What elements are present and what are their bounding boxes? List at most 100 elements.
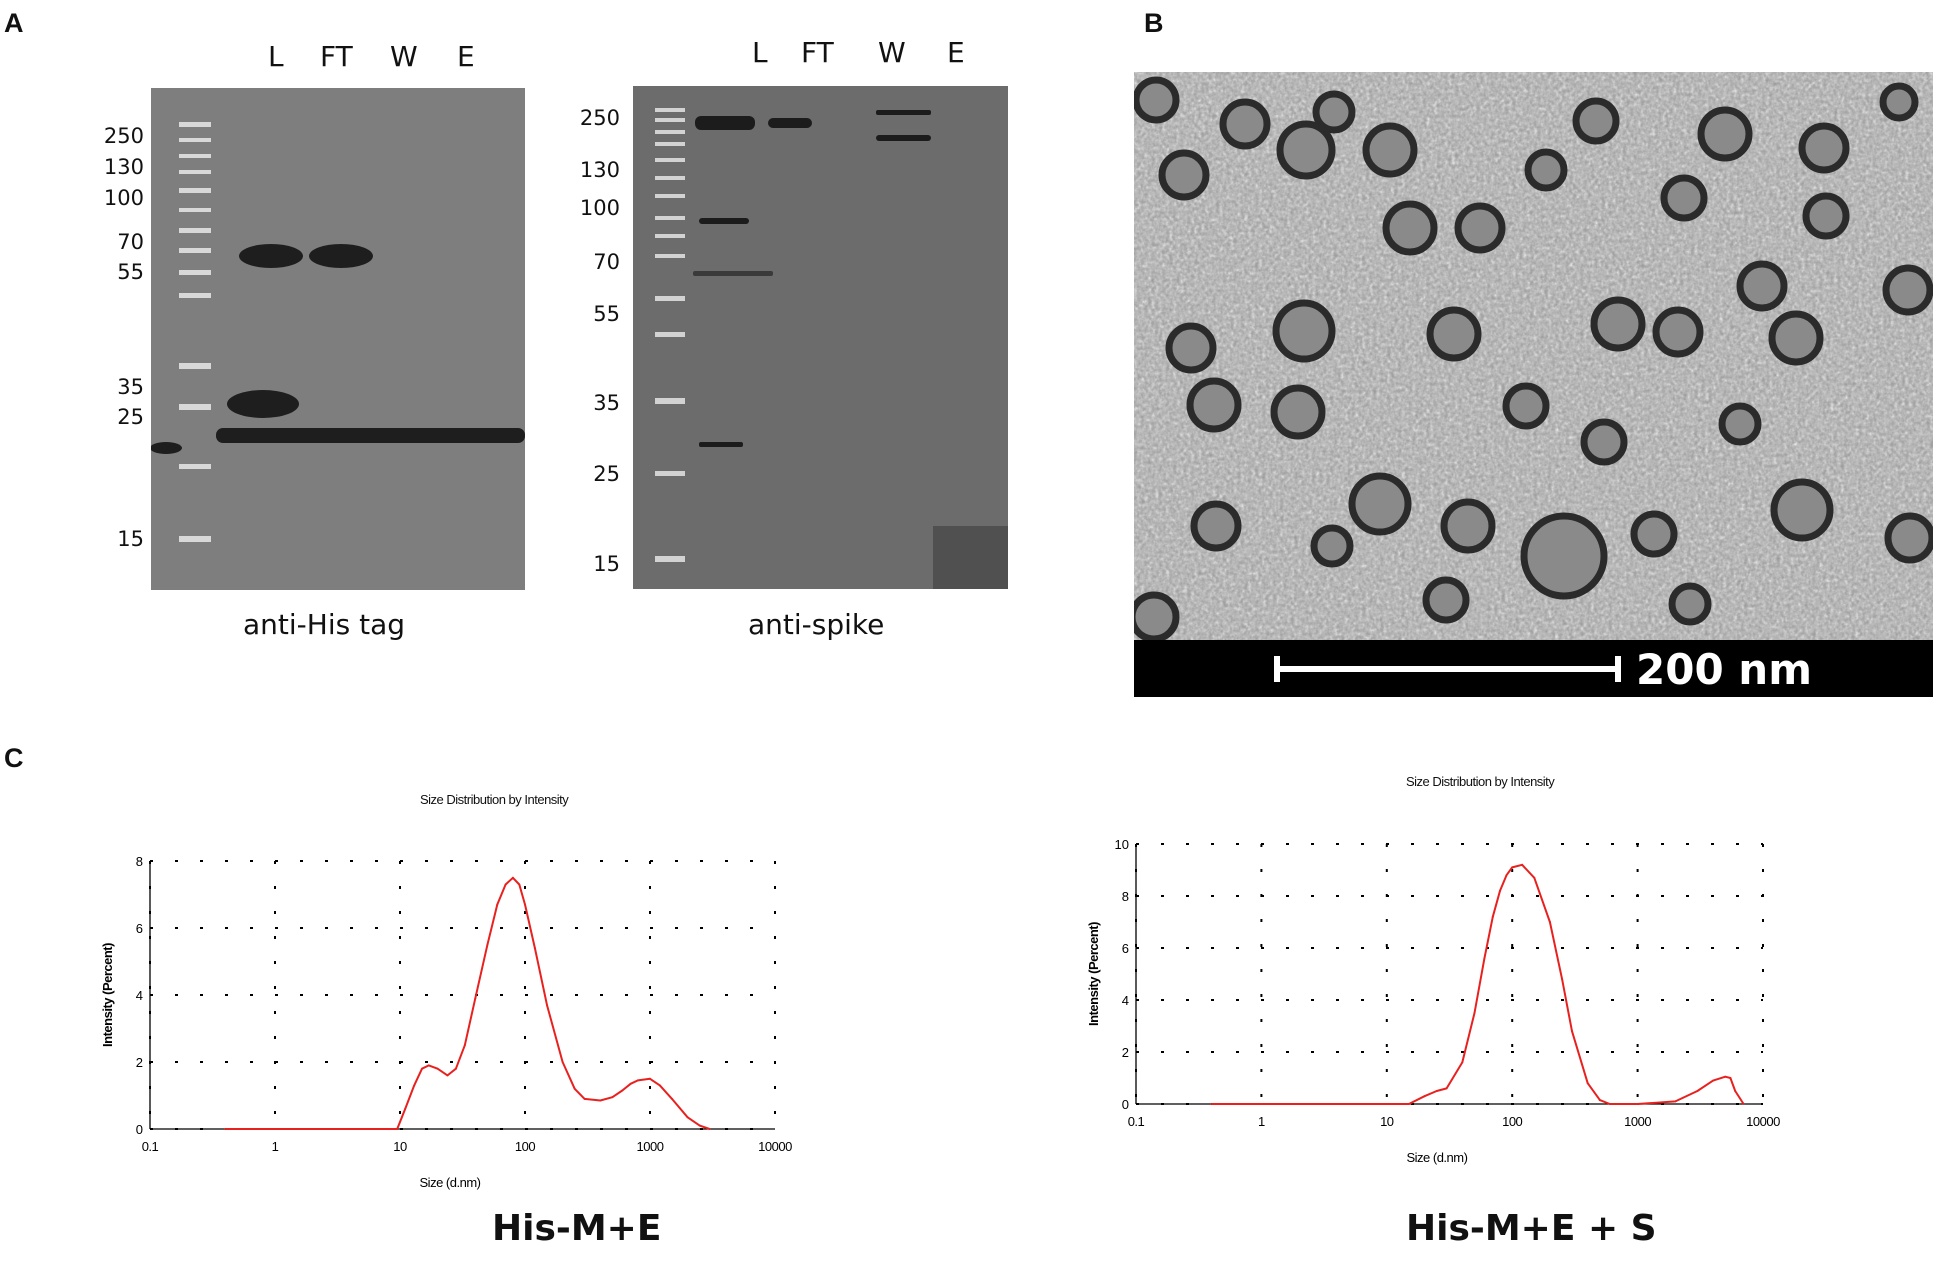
data-point xyxy=(629,1082,632,1085)
data-point xyxy=(1320,1103,1323,1105)
blot-anti-spike-image xyxy=(633,86,1008,589)
data-point xyxy=(1491,915,1494,918)
mw-marker: 35 xyxy=(593,391,620,415)
x-tick-label: 10 xyxy=(393,1139,407,1154)
data-point xyxy=(436,1067,439,1070)
chart-caption: His-M+E xyxy=(492,1208,662,1249)
mw-marker: 15 xyxy=(593,552,620,576)
lane-label: W xyxy=(878,36,906,69)
data-point xyxy=(1210,1103,1213,1105)
x-tick-label: 1 xyxy=(272,1139,279,1154)
mw-marker: 70 xyxy=(117,230,144,254)
data-point xyxy=(1240,1103,1243,1105)
data-point xyxy=(1348,1103,1351,1105)
data-point xyxy=(1511,866,1514,869)
data-point xyxy=(1385,1103,1388,1105)
blot-anti-spike: L FT W E 250 130 100 70 55 35 25 15 xyxy=(560,0,1020,660)
tem-micrograph: 200 nm xyxy=(1128,72,1936,697)
lane-label: E xyxy=(457,40,475,73)
data-point xyxy=(1548,921,1551,923)
mw-marker: 100 xyxy=(579,196,620,220)
x-axis-label: Size (d.nm) xyxy=(420,1175,481,1190)
data-point xyxy=(1521,863,1524,866)
lane-label: E xyxy=(947,36,965,69)
panel-letter-a: A xyxy=(4,8,24,38)
data-point xyxy=(396,1128,399,1130)
data-point xyxy=(1724,1075,1727,1078)
mw-marker: 15 xyxy=(117,527,144,551)
x-tick-label: 10000 xyxy=(758,1139,792,1154)
y-tick-label: 4 xyxy=(1122,993,1129,1008)
vesicles xyxy=(1128,76,1936,643)
x-tick-label: 10000 xyxy=(1746,1114,1780,1129)
data-point xyxy=(1729,1077,1732,1079)
blot-anti-his: L FT W E 250 130 100 70 55 35 25 15 anti… xyxy=(0,0,540,660)
data-point xyxy=(1222,1103,1225,1105)
x-tick-label: 1000 xyxy=(1624,1114,1651,1129)
data-point xyxy=(474,997,477,1000)
data-point xyxy=(561,1061,564,1063)
y-tick-label: 0 xyxy=(136,1122,143,1137)
data-point xyxy=(1636,1103,1639,1105)
data-point xyxy=(1608,1103,1611,1105)
y-tick-label: 6 xyxy=(1122,941,1129,956)
data-point xyxy=(621,1089,624,1092)
panel-letter-b: B xyxy=(1144,8,1164,38)
panel-letter-c: C xyxy=(4,743,24,773)
data-point xyxy=(413,1084,416,1087)
data-point xyxy=(1533,876,1536,879)
y-tick-label: 8 xyxy=(1122,889,1129,904)
y-tick-label: 4 xyxy=(136,988,143,1003)
dls-chart-2: Size Distribution by Intensity 0.1 1 10 100… xyxy=(1066,762,1946,1262)
mw-marker: 100 xyxy=(103,186,144,210)
y-tick-label: 0 xyxy=(1122,1097,1129,1112)
lane-label: W xyxy=(390,40,418,73)
data-point xyxy=(524,903,526,906)
data-point xyxy=(1366,1103,1369,1105)
chart-svg: 0.1 1 10 100 1000 10000 0 2 4 6 8 10 Size (d.nm) Inte… xyxy=(1086,837,1781,1165)
tem-image xyxy=(1128,72,1936,697)
data-point xyxy=(518,883,521,886)
data-point xyxy=(1742,1103,1745,1105)
data-point xyxy=(546,1004,549,1007)
data-point xyxy=(1696,1090,1699,1092)
data-point xyxy=(533,947,536,950)
mw-marker: 25 xyxy=(593,462,620,486)
data-point xyxy=(1423,1095,1426,1098)
x-tick-label: 100 xyxy=(515,1139,535,1154)
x-tick-label: 0.1 xyxy=(1128,1114,1145,1129)
data-point xyxy=(1586,1082,1589,1085)
data-point xyxy=(1461,1061,1464,1064)
data-point xyxy=(636,1079,639,1082)
data-point xyxy=(1232,1103,1235,1105)
data-point xyxy=(486,943,489,946)
dls-chart-1: Size Distribution by Intensity 0.1 1 10 100… xyxy=(90,780,990,1260)
mw-marker: 55 xyxy=(593,302,620,326)
data-point xyxy=(1712,1079,1715,1082)
data-point xyxy=(671,1097,674,1100)
lane-label: FT xyxy=(320,40,353,73)
x-tick-label: 10 xyxy=(1380,1114,1394,1129)
data-point xyxy=(698,1124,701,1127)
data-point xyxy=(1380,1103,1383,1105)
chart-caption: His-M+E + S xyxy=(1406,1208,1657,1249)
data-point xyxy=(1373,1103,1376,1105)
data-point xyxy=(1483,957,1486,960)
mw-marker: 250 xyxy=(103,124,144,148)
y-tick-label: 8 xyxy=(136,854,143,869)
blot-label: anti-spike xyxy=(748,608,885,641)
blot-anti-his-image xyxy=(151,88,525,590)
data-point xyxy=(1407,1103,1410,1105)
data-point xyxy=(1473,1012,1476,1014)
data-point xyxy=(1499,889,1502,892)
data-point xyxy=(511,876,514,879)
lane-label: L xyxy=(752,36,768,69)
blot-label: anti-His tag xyxy=(243,608,405,641)
chart-title: Size Distribution by Intensity xyxy=(420,792,569,807)
data-point xyxy=(504,883,507,886)
mw-marker: 25 xyxy=(117,405,144,429)
x-tick-label: 1000 xyxy=(637,1139,664,1154)
data-point xyxy=(224,1128,227,1130)
data-point xyxy=(686,1116,689,1119)
data-point xyxy=(1674,1100,1677,1103)
